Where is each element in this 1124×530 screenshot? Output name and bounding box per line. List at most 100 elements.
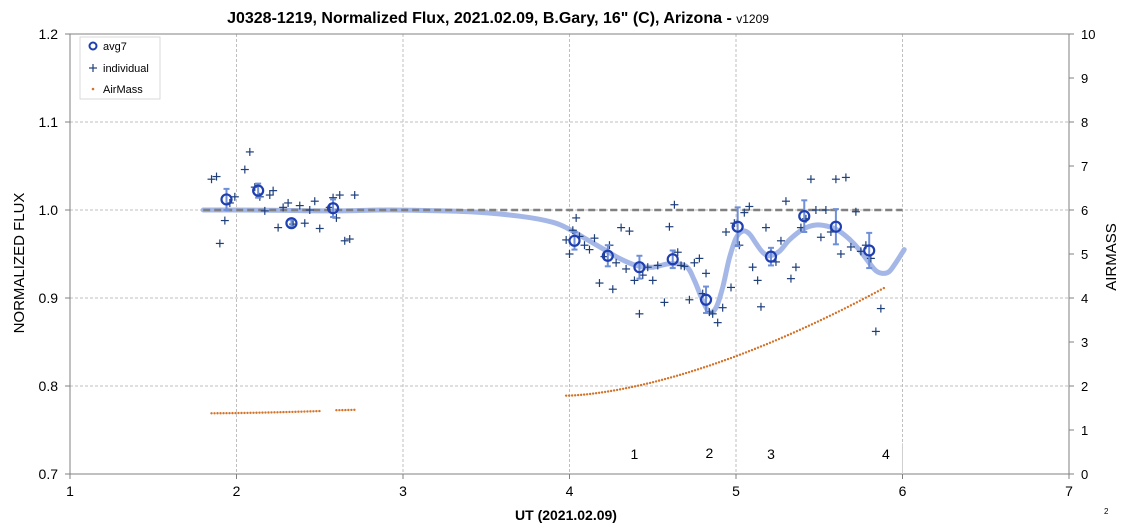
airmass-point: [864, 296, 868, 299]
airmass-point: [660, 378, 664, 382]
legend-individual-marker: [89, 64, 97, 72]
avg7-marker: [220, 193, 233, 206]
avg7-marker: [731, 220, 744, 233]
airmass-point: [564, 394, 568, 397]
airmass-point: [696, 368, 700, 371]
event-label: 2: [705, 445, 713, 461]
airmass-point: [822, 317, 826, 320]
individual-point: [295, 201, 304, 210]
airmass-point: [741, 352, 745, 355]
individual-point: [622, 264, 631, 273]
individual-point: [660, 298, 669, 307]
airmass-point: [843, 307, 847, 310]
avg7-marker: [863, 244, 876, 257]
individual-point: [310, 197, 319, 206]
individual-point: [708, 309, 717, 318]
airmass-point: [819, 318, 823, 322]
airmass-point: [294, 410, 297, 414]
airmass-point: [669, 376, 673, 379]
avg7-point: [252, 182, 265, 199]
individual-point: [300, 219, 309, 228]
avg7-point: [326, 198, 340, 219]
airmass-point: [600, 391, 604, 394]
legend-airmass-marker: [91, 87, 95, 91]
individual-point: [816, 233, 825, 242]
individual-point: [345, 235, 354, 244]
airmass-point: [582, 393, 586, 396]
airmass-point: [657, 379, 661, 382]
airmass-point: [771, 340, 775, 343]
event-label: 3: [767, 446, 775, 462]
individual-point: [585, 245, 594, 254]
airmass-point: [297, 410, 300, 413]
y-axis-label: NORMALIZED FLUX: [11, 193, 28, 334]
airmass-point: [777, 337, 781, 341]
airmass-point: [249, 411, 252, 415]
airmass-point: [243, 411, 246, 415]
airmass-point: [768, 341, 772, 344]
airmass-point: [612, 389, 616, 392]
individual-point: [608, 285, 617, 294]
airmass-point: [795, 329, 799, 333]
airmass-point: [576, 393, 580, 397]
airmass-point: [252, 411, 255, 414]
airmass-point: [708, 364, 712, 367]
legend-avg7-marker: [88, 41, 98, 51]
airmass-point: [630, 385, 634, 389]
airmass-point: [717, 361, 721, 364]
airmass-point: [318, 409, 321, 413]
airmass-point: [240, 411, 243, 415]
airmass-point: [642, 383, 646, 386]
airmass-point: [750, 348, 754, 352]
airmass-point: [231, 411, 234, 415]
individual-point: [335, 191, 344, 200]
airmass-point: [831, 313, 835, 316]
airmass-point: [588, 392, 592, 396]
airmass-point: [344, 408, 347, 412]
airmass-point: [225, 411, 228, 415]
individual-point: [260, 206, 269, 215]
legend-avg7-label: avg7: [103, 41, 127, 53]
avg7-point: [666, 249, 679, 270]
airmass-point: [678, 373, 682, 377]
right-tick-label: 7: [1081, 159, 1088, 174]
airmass-point: [684, 371, 688, 375]
avg7-marker: [601, 249, 614, 262]
airmass-point: [210, 412, 213, 415]
airmass-point: [618, 388, 622, 391]
airmass-point: [573, 394, 577, 397]
airmass-point: [837, 310, 841, 313]
individual-point: [207, 175, 216, 184]
airmass-point: [341, 408, 344, 412]
x-axis-tick-labels: 1 2 3 4 5 6 7: [66, 474, 1073, 499]
individual-point: [274, 223, 283, 232]
individual-point: [776, 236, 785, 245]
y-tick-label: 0.9: [39, 290, 59, 306]
individual-point: [625, 227, 634, 236]
airmass-point: [825, 316, 829, 319]
airmass-point: [603, 390, 607, 394]
individual-point: [727, 283, 736, 292]
airmass-point: [285, 410, 288, 414]
airmass-point: [222, 412, 225, 415]
individual-point: [702, 269, 711, 278]
avg7-marker: [568, 234, 581, 247]
airmass-point: [639, 383, 643, 387]
airmass-point: [258, 411, 261, 414]
airmass-point: [347, 408, 350, 412]
x-tick-label: 3: [399, 483, 407, 499]
right-tick-label: 2: [1081, 379, 1088, 394]
airmass-point: [753, 347, 757, 351]
individual-point: [690, 258, 699, 267]
airmass-point: [834, 311, 838, 315]
individual-point: [305, 206, 314, 214]
right-tick-label: 1: [1081, 423, 1088, 438]
individual-point: [851, 207, 860, 216]
airmass-point: [234, 411, 237, 415]
x-tick-label: 2: [233, 483, 241, 499]
y-tick-label: 0.7: [39, 466, 59, 482]
airmass-point: [663, 377, 667, 381]
avg7-point: [601, 244, 614, 268]
airmass-point: [627, 386, 631, 389]
airmass-point: [282, 410, 285, 414]
